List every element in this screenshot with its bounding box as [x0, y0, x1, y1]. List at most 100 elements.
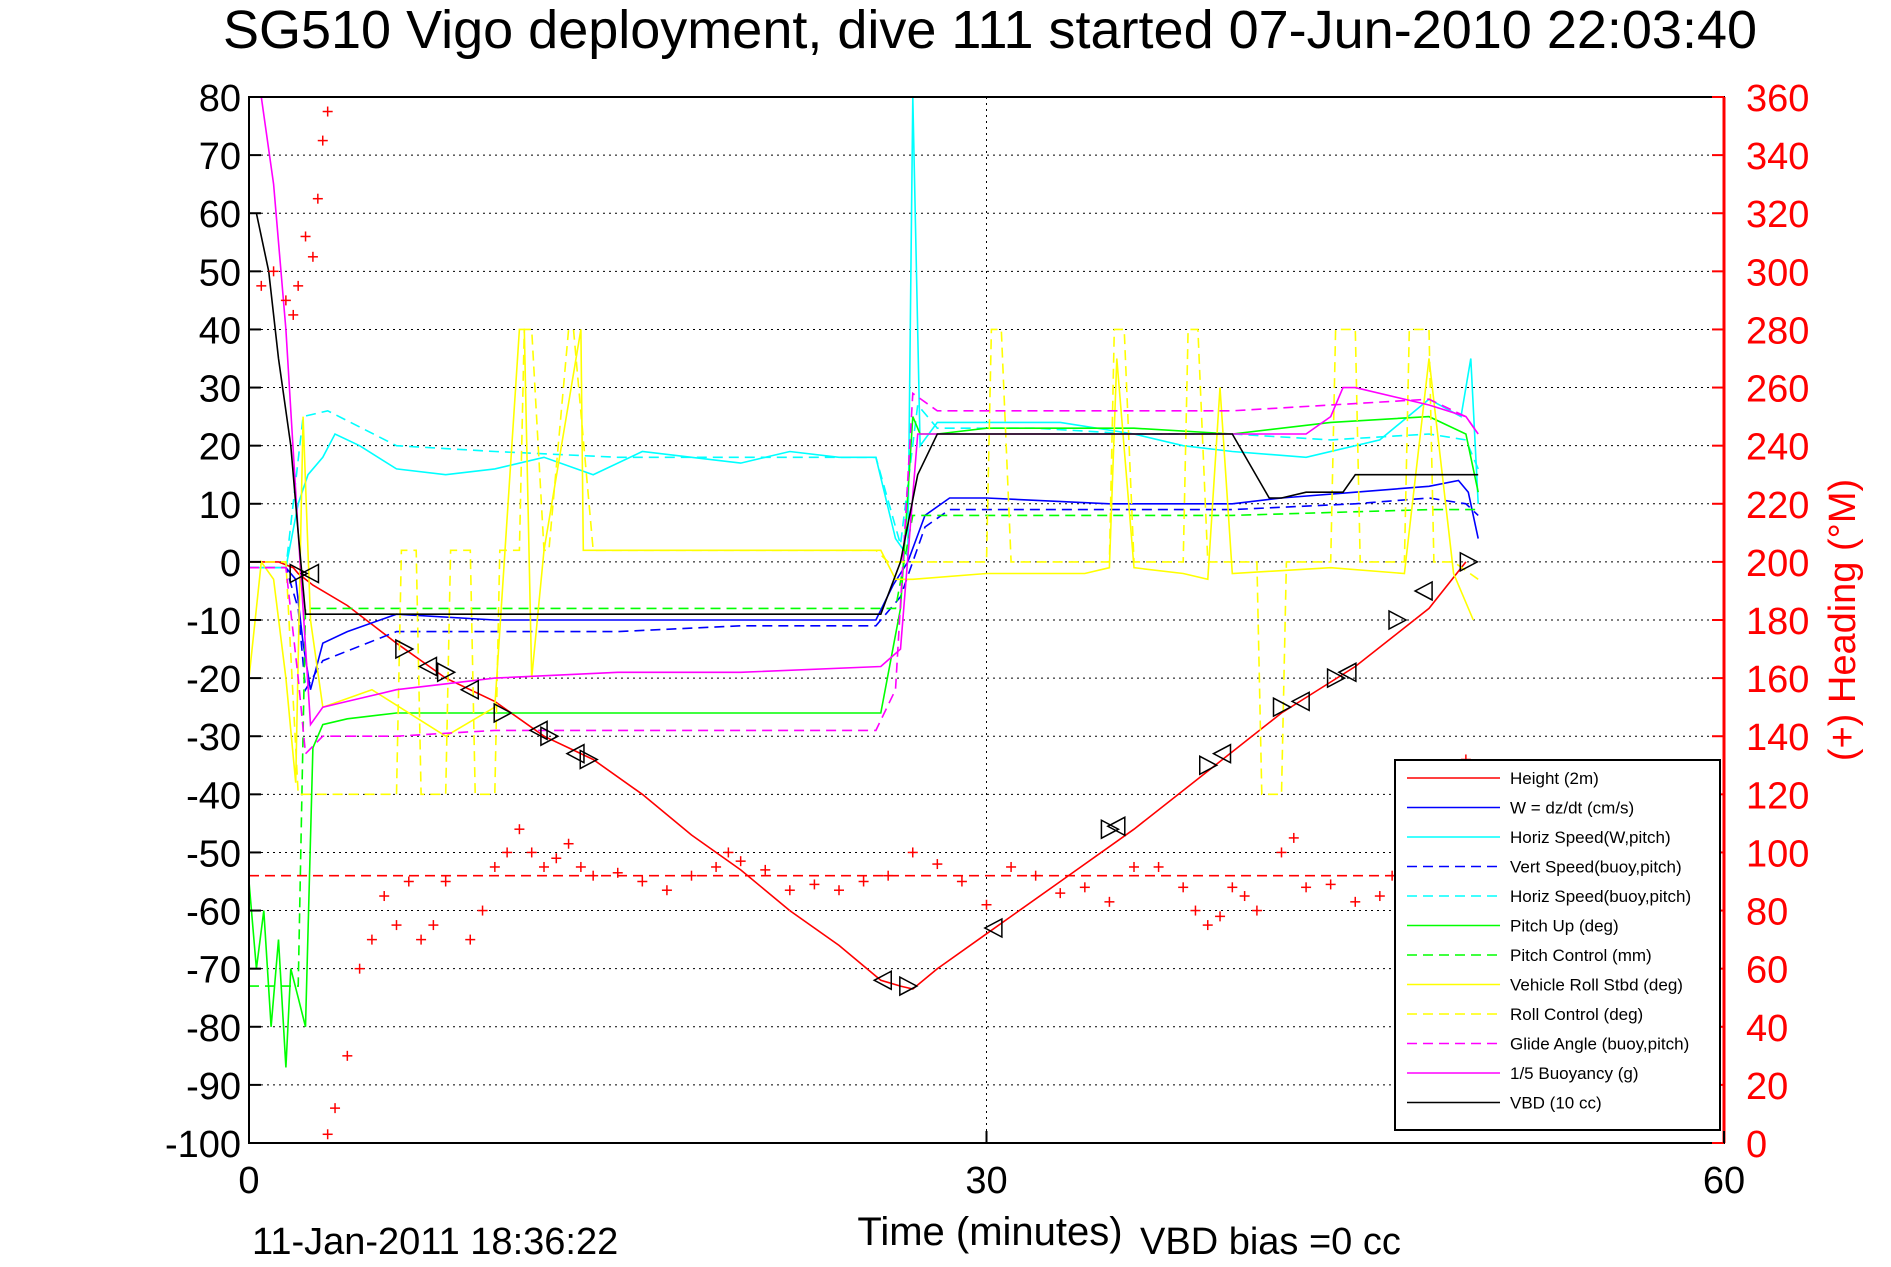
- legend-label-glide: Glide Angle (buoy,pitch): [1510, 1035, 1689, 1054]
- left-tick-label: 10: [199, 485, 241, 527]
- heading-point: [391, 920, 402, 931]
- series-glide-line: [249, 391, 1479, 756]
- legend-label-roll_control: Roll Control (deg): [1510, 1005, 1643, 1024]
- left-tick-label: 70: [199, 136, 241, 178]
- series-w-line: [249, 479, 1479, 690]
- legend-label-pitch_up: Pitch Up (deg): [1510, 917, 1619, 936]
- heading-point: [1239, 891, 1250, 902]
- legend-label-vert_buoy: Vert Speed(buoy,pitch): [1510, 858, 1682, 877]
- heading-point: [907, 847, 918, 858]
- heading-point: [686, 870, 697, 881]
- heading-point: [288, 309, 299, 320]
- heading-point: [1288, 832, 1299, 843]
- triangle-marker: [1290, 691, 1310, 712]
- heading-point: [1104, 896, 1115, 907]
- right-tick-label: 280: [1746, 310, 1809, 352]
- heading-point: [588, 870, 599, 881]
- heading-point: [403, 876, 414, 887]
- triangle-marker: [1106, 816, 1126, 837]
- heading-point: [760, 864, 771, 875]
- grid-lines: [249, 97, 1724, 1143]
- left-tick-label: 80: [199, 78, 241, 120]
- footer-date: 11-Jan-2011 18:36:22: [252, 1221, 618, 1262]
- triangle-marker: [493, 702, 513, 724]
- triangle-marker: [1211, 743, 1232, 764]
- heading-point: [1006, 861, 1017, 872]
- heading-point: [312, 193, 323, 204]
- heading-point: [563, 838, 574, 849]
- legend-label-w: W = dz/dt (cm/s): [1510, 799, 1634, 818]
- triangle-marker: [1337, 662, 1357, 683]
- right-tick-label: 20: [1746, 1066, 1788, 1108]
- left-tick-label: 0: [220, 543, 241, 585]
- right-tick-label: 260: [1746, 369, 1809, 411]
- heading-point: [1055, 888, 1066, 899]
- left-tick-label: -10: [186, 601, 241, 643]
- heading-point: [293, 280, 304, 291]
- right-y-axis: 3603403203002802602402202001801601401201…: [1712, 78, 1809, 1166]
- heading-point: [366, 934, 377, 945]
- triangle-marker: [1272, 696, 1293, 718]
- heading-point: [1251, 905, 1262, 916]
- right-tick-label: 160: [1746, 659, 1809, 701]
- left-tick-label: -70: [186, 950, 241, 992]
- heading-point: [477, 905, 488, 916]
- heading-point: [322, 106, 333, 117]
- legend-box: [1394, 759, 1721, 1131]
- right-tick-label: 360: [1746, 78, 1809, 120]
- left-tick-label: 30: [199, 369, 241, 411]
- heading-point: [858, 876, 869, 887]
- left-tick-label: -90: [186, 1066, 241, 1108]
- left-y-axis: 80 70 60 50 40 30 20 10 0 -10 -20 -30 -40 -50 -60 -70 -8…: [165, 78, 261, 1166]
- triangle-marker: [1388, 609, 1408, 631]
- heading-point: [300, 231, 311, 242]
- heading-point: [1153, 861, 1164, 872]
- triangle-marker: [289, 563, 309, 584]
- triangle-marker: [983, 917, 1003, 939]
- legend-label-buoyancy: 1/5 Buoyancy (g): [1510, 1064, 1639, 1083]
- heading-point: [465, 934, 476, 945]
- right-tick-label: 320: [1746, 194, 1809, 236]
- left-tick-label: 40: [199, 310, 241, 352]
- heading-point: [354, 963, 365, 974]
- heading-point: [379, 891, 390, 902]
- legend-label-height: Height (2m): [1510, 769, 1599, 788]
- right-tick-label: 100: [1746, 833, 1809, 875]
- triangle-marker: [395, 638, 415, 660]
- series-horiz_buoy-line: [249, 403, 1479, 569]
- left-tick-label: -40: [186, 775, 241, 817]
- heading-point: [280, 295, 291, 306]
- heading-point: [1227, 882, 1238, 893]
- heading-point: [1129, 861, 1139, 872]
- triangle-marker: [1459, 551, 1479, 573]
- right-axis-label: (+) Heading (°M): [1822, 479, 1864, 761]
- heading-point: [416, 934, 427, 945]
- right-tick-label: 0: [1746, 1124, 1767, 1166]
- right-tick-label: 40: [1746, 1008, 1788, 1050]
- heading-point: [784, 885, 795, 896]
- heading-point: [428, 920, 439, 931]
- left-tick-label: 20: [199, 427, 241, 469]
- heading-point: [1202, 920, 1213, 931]
- x-tick-label: 60: [1703, 1160, 1745, 1202]
- series-layer: [248, 96, 1479, 1068]
- triangle-markers: [289, 551, 1479, 997]
- heading-point: [809, 879, 820, 890]
- triangle-marker: [1199, 755, 1219, 776]
- x-axis: 0 30 60: [238, 1131, 1745, 1202]
- triangle-marker: [436, 662, 457, 683]
- heading-point: [1350, 896, 1361, 907]
- heading-layer: [249, 106, 1471, 1140]
- heading-point: [723, 847, 734, 858]
- heading-point: [981, 899, 992, 910]
- heading-point: [735, 856, 746, 867]
- heading-point: [526, 847, 537, 858]
- right-tick-label: 240: [1746, 427, 1809, 469]
- right-tick-label: 180: [1746, 601, 1809, 643]
- heading-point: [502, 847, 513, 858]
- triangle-marker: [417, 656, 438, 677]
- series-pitch_control-line: [249, 508, 1479, 987]
- left-tick-label: -50: [186, 833, 241, 875]
- right-tick-label: 60: [1746, 950, 1788, 992]
